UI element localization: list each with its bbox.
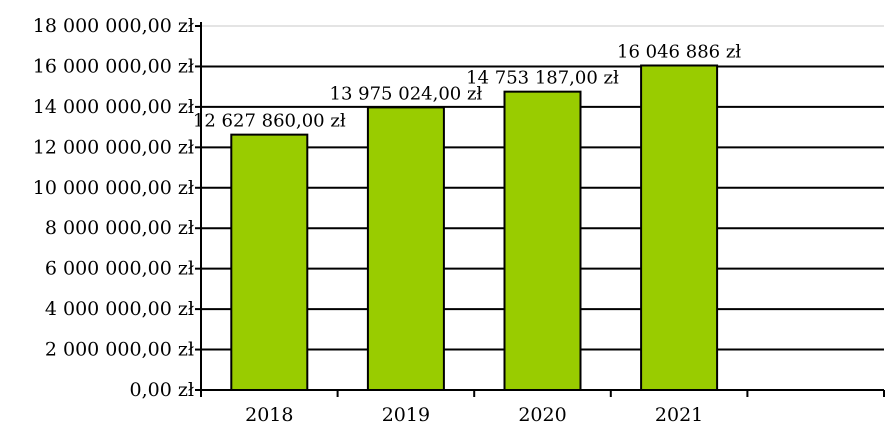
x-tick-label-2019: 2019 bbox=[382, 404, 430, 426]
y-tick-label-8: 16 000 000,00 zł bbox=[33, 55, 194, 77]
bar-2019 bbox=[366, 106, 445, 392]
y-tick-label-0: 0,00 zł bbox=[129, 379, 194, 401]
x-tick-label-2018: 2018 bbox=[245, 404, 293, 426]
y-tick-label-1: 2 000 000,00 zł bbox=[45, 339, 194, 361]
axes bbox=[195, 22, 885, 397]
y-axis-tick-labels: 0,00 zł 2 000 000,00 zł 4 000 000,00 zł 6 0… bbox=[33, 15, 194, 401]
y-tick-label-9: 18 000 000,00 zł bbox=[33, 15, 194, 37]
data-label-2018: 12 627 860,00 zł bbox=[193, 111, 346, 132]
bar-2020 bbox=[503, 90, 582, 391]
data-label-2021: 16 046 886 zł bbox=[617, 41, 741, 62]
x-tick-label-2021: 2021 bbox=[655, 404, 703, 426]
y-tick-label-7: 14 000 000,00 zł bbox=[33, 96, 194, 118]
y-tick-label-3: 6 000 000,00 zł bbox=[45, 258, 194, 280]
data-label-2020: 14 753 187,00 zł bbox=[466, 68, 619, 89]
y-tick-label-6: 12 000 000,00 zł bbox=[33, 136, 194, 158]
y-tick-label-4: 8 000 000,00 zł bbox=[45, 217, 194, 239]
data-label-2019: 13 975 024,00 zł bbox=[330, 83, 483, 104]
y-tick-label-2: 4 000 000,00 zł bbox=[45, 298, 194, 320]
bar-2018 bbox=[230, 133, 309, 391]
x-tick-label-2020: 2020 bbox=[518, 404, 566, 426]
bars bbox=[230, 64, 719, 392]
bar-2021 bbox=[640, 64, 719, 391]
y-tick-label-5: 10 000 000,00 zł bbox=[33, 177, 194, 199]
x-axis-tick-labels: 2018 2019 2020 2021 bbox=[245, 404, 703, 426]
